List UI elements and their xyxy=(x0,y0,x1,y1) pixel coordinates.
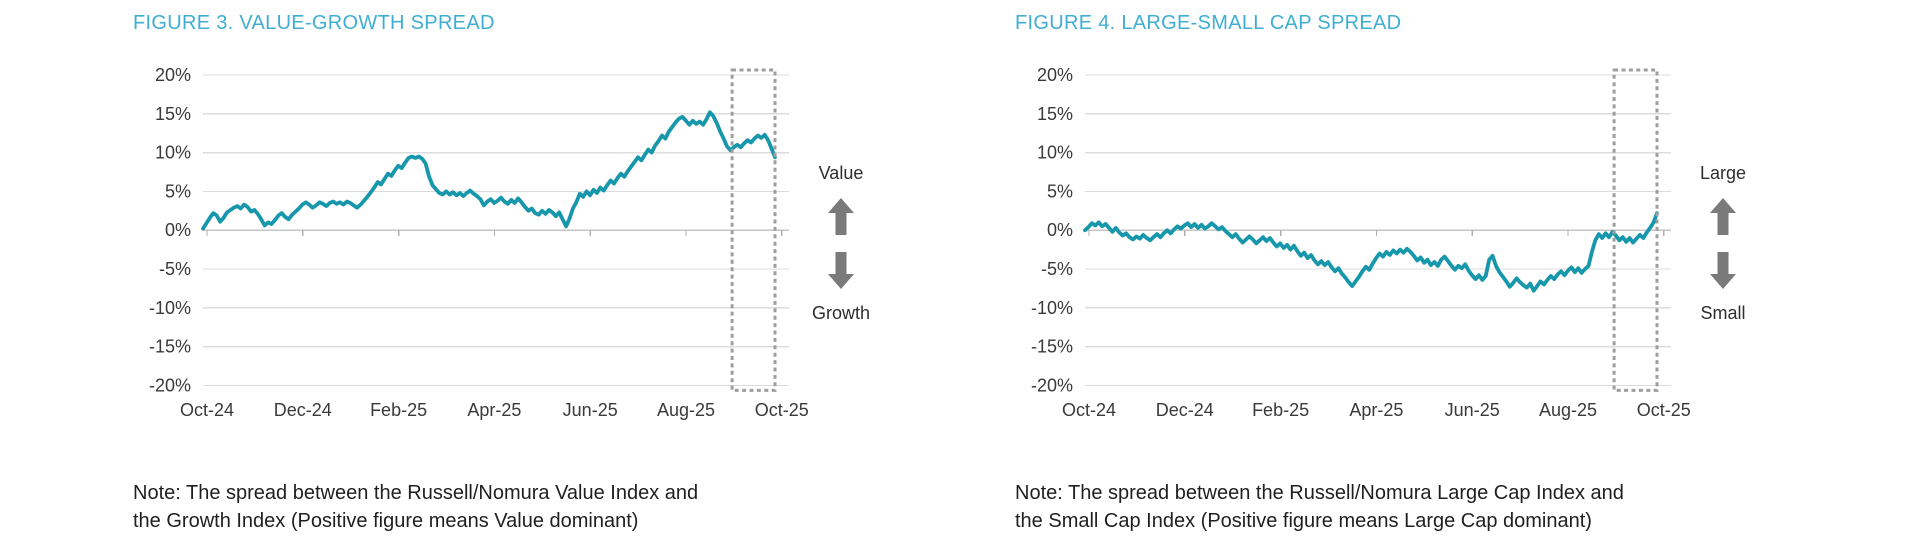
y-axis-tick-label: 20% xyxy=(155,65,191,85)
y-axis-tick-label: 10% xyxy=(155,143,191,163)
note-line: Note: The spread between the Russell/Nom… xyxy=(1015,482,1624,504)
note-line: the Growth Index (Positive figure means … xyxy=(133,509,639,532)
highlight-box xyxy=(730,68,777,392)
figure4-spread-chart: 20% 15% 10% 5% 0% -5% -10% -15% -20% Oct-24 Dec-24… xyxy=(1031,65,1691,420)
y-axis-tick-label: 0% xyxy=(165,220,191,240)
x-axis-tick-label: Jun-25 xyxy=(1445,400,1500,420)
x-axis-tick-label: Oct-25 xyxy=(1637,400,1691,420)
note-line: Note: The spread between the Russell/Nom… xyxy=(133,482,699,504)
x-axis-tick-label: Aug-25 xyxy=(657,400,715,420)
y-axis-tick-label: -5% xyxy=(1041,259,1073,279)
x-axis-tick-label: Oct-24 xyxy=(1062,400,1116,420)
x-axis-tick-label: Oct-25 xyxy=(755,400,809,420)
y-axis-tick-label: 0% xyxy=(1047,220,1073,240)
y-axis-tick-label: 15% xyxy=(155,104,191,124)
note-line: the Small Cap Index (Positive figure mea… xyxy=(1015,509,1592,532)
spread-line xyxy=(1083,211,1659,293)
y-axis-tick-label: -10% xyxy=(149,298,191,318)
annotation-lower-label: Small xyxy=(1700,303,1746,323)
figure3-direction-legend: Value Growth xyxy=(781,162,901,324)
figure3-panel: FIGURE 3. VALUE-GROWTH SPREAD 20% 15% 10% 5… xyxy=(133,12,943,552)
x-axis-tick-label: Feb-25 xyxy=(370,400,427,420)
y-axis-tick-label: 5% xyxy=(165,181,191,201)
y-axis-tick-label: -5% xyxy=(159,259,191,279)
y-axis-tick-label: -15% xyxy=(149,337,191,357)
y-axis-tick-label: -15% xyxy=(1031,337,1073,357)
arrow-up-icon xyxy=(1710,198,1736,235)
y-axis-tick-label: 20% xyxy=(1037,65,1073,85)
y-axis-tick-label: 10% xyxy=(1037,143,1073,163)
x-axis-tick-label: Feb-25 xyxy=(1252,400,1309,420)
arrow-down-icon xyxy=(828,252,854,289)
x-axis-tick-label: Aug-25 xyxy=(1539,400,1597,420)
highlight-box xyxy=(1612,68,1659,392)
annotation-upper-label: Value xyxy=(818,163,864,183)
x-axis-tick-label: Dec-24 xyxy=(1156,400,1214,420)
y-axis-tick-label: -10% xyxy=(1031,298,1073,318)
arrow-down-icon xyxy=(1710,252,1736,289)
y-axis-tick-label: 5% xyxy=(1047,181,1073,201)
figure3-spread-chart: 20% 15% 10% 5% 0% -5% -10% -15% -20% Oct-24 Dec-24… xyxy=(149,65,809,420)
annotation-upper-label: Large xyxy=(1699,163,1747,183)
x-axis-tick-label: Jun-25 xyxy=(563,400,618,420)
figure4-title: FIGURE 4. LARGE-SMALL CAP SPREAD xyxy=(1015,12,1402,34)
figure3-note: Note: The spread between the Russell/Nom… xyxy=(133,480,833,535)
spread-line xyxy=(201,110,777,231)
figure4-panel: FIGURE 4. LARGE-SMALL CAP SPREAD 20% 15% 1… xyxy=(1015,12,1825,552)
y-axis-tick-label: 15% xyxy=(1037,104,1073,124)
y-axis-tick-label: -20% xyxy=(1031,375,1073,395)
arrow-up-icon xyxy=(828,198,854,235)
y-axis-tick-label: -20% xyxy=(149,375,191,395)
x-axis-tick-label: Oct-24 xyxy=(180,400,234,420)
figure4-note: Note: The spread between the Russell/Nom… xyxy=(1015,480,1715,535)
figure4-direction-legend: Large Small xyxy=(1663,162,1783,324)
x-axis-tick-label: Apr-25 xyxy=(467,400,521,420)
annotation-lower-label: Growth xyxy=(811,303,871,323)
x-axis-tick-label: Apr-25 xyxy=(1349,400,1403,420)
figure3-title: FIGURE 3. VALUE-GROWTH SPREAD xyxy=(133,12,495,34)
x-axis-tick-label: Dec-24 xyxy=(274,400,332,420)
